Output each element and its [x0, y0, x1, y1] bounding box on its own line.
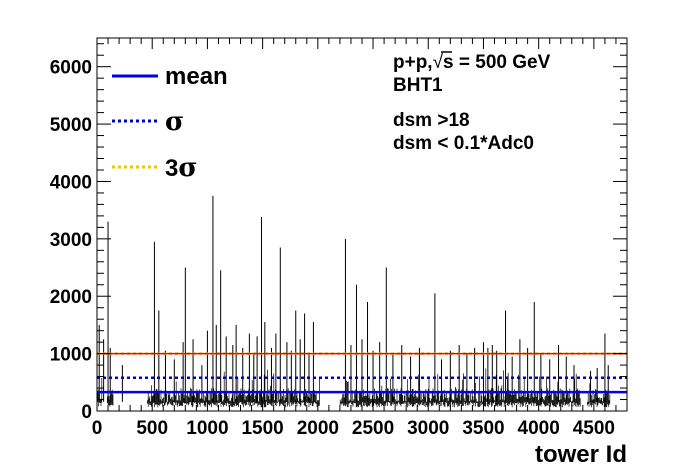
x-tick-label: 0 [92, 418, 103, 439]
x-tick-label: 2500 [352, 418, 394, 439]
x-tick-label: 4000 [518, 418, 560, 439]
x-tick-labels: 0 500 1000 1500 2000 2500 3000 3500 4000 4500 [92, 418, 615, 439]
annotation-trigger: BHT1 [393, 75, 443, 96]
x-axis-title: tower Id [535, 441, 627, 468]
legend-3sigma-label: 3σ [165, 153, 198, 183]
reference-lines [97, 352, 627, 394]
axis-ticks [96, 38, 628, 412]
annotation-dsm-cut: dsm >18 [393, 110, 470, 131]
legend-3sigma-prefix: 3 [165, 155, 178, 182]
legend-3sigma-symbol: σ [178, 153, 197, 183]
x-tick-label: 1000 [186, 418, 228, 439]
legend-sigma-symbol: σ [165, 107, 184, 137]
y-tick-label: 4000 [50, 172, 92, 193]
annotation-collision-sqrt-arg: s [443, 52, 454, 73]
y-tick-label: 0 [81, 402, 92, 423]
x-tick-label: 4500 [573, 418, 615, 439]
x-tick-label: 2000 [297, 418, 339, 439]
x-tick-label: 3500 [462, 418, 504, 439]
annotation-collision-post: = 500 GeV [454, 52, 551, 73]
y-tick-label: 3000 [50, 230, 92, 251]
legend-mean-label: mean [165, 63, 228, 90]
annotation-collision: p+p,√s = 500 GeV [393, 52, 551, 73]
y-tick-label: 6000 [50, 58, 92, 79]
y-tick-label: 5000 [50, 115, 92, 136]
sqrt-symbol: √ [433, 52, 444, 73]
annotation-adc-cut: dsm < 0.1*Adc0 [393, 133, 534, 154]
annotation-block: p+p,√s = 500 GeV BHT1 dsm >18 dsm < 0.1*… [393, 51, 551, 154]
y-tick-label: 2000 [50, 287, 92, 308]
legend-sigma-label: σ [165, 107, 184, 137]
y-tick-labels: 0 1000 2000 3000 4000 5000 6000 [50, 58, 92, 423]
x-tick-label: 500 [136, 418, 168, 439]
annotation-collision-pre: p+p, [393, 52, 433, 73]
legend: mean σ 3σ [112, 63, 228, 183]
x-tick-label: 3000 [407, 418, 449, 439]
y-tick-label: 1000 [50, 345, 92, 366]
x-tick-label: 1500 [241, 418, 283, 439]
